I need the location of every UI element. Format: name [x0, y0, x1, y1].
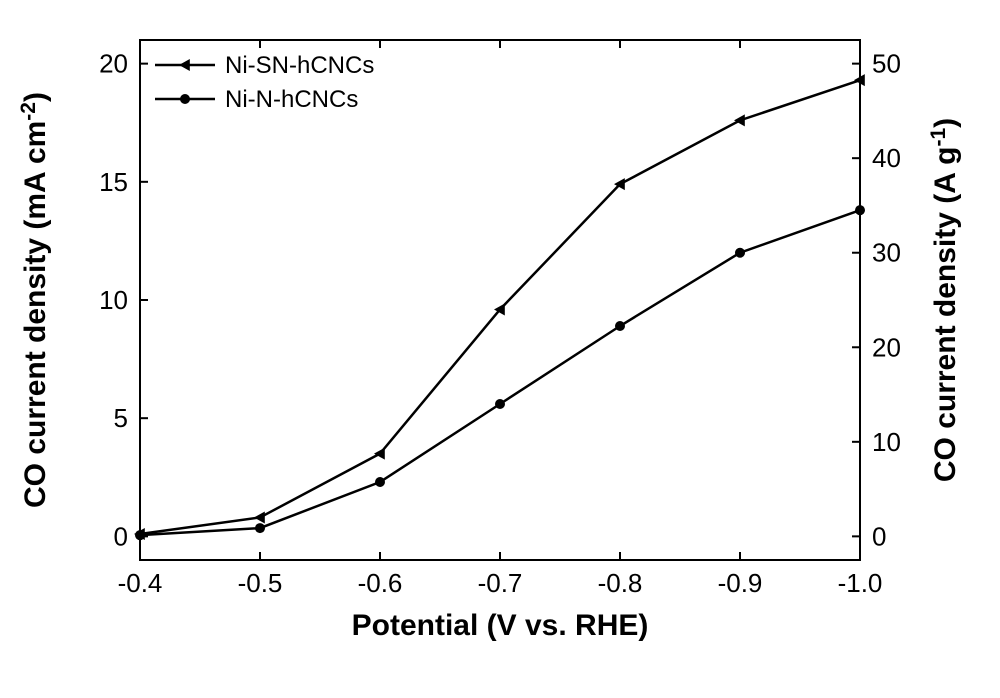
y-left-tick-label: 0 [114, 521, 128, 551]
series-marker-1 [375, 477, 385, 487]
series-marker-1 [255, 523, 265, 533]
series-marker-1 [615, 321, 625, 331]
legend-marker [180, 94, 190, 104]
x-tick-label: -0.7 [478, 568, 523, 598]
legend-label: Ni-N-hCNCs [225, 86, 358, 113]
series-marker-0 [374, 448, 385, 460]
x-axis-label: Potential (V vs. RHE) [352, 609, 649, 642]
svg-text:CO current density (A g-1): CO current density (A g-1) [927, 118, 962, 482]
x-tick-label: -0.5 [238, 568, 283, 598]
y-left-tick-label: 5 [114, 403, 128, 433]
series-marker-0 [254, 511, 265, 523]
series-line-1 [140, 210, 860, 535]
y-left-tick-label: 10 [99, 285, 128, 315]
chart-container: -0.4 -0.5 -0.6 -0.7 -0.8 -0.9 -1.0 Potential (V… [0, 0, 1000, 698]
series-marker-0 [734, 114, 745, 126]
y-left-tick-label: 15 [99, 167, 128, 197]
y-right-tick-label: 10 [872, 427, 901, 457]
series-marker-1 [135, 530, 145, 540]
x-tick-label: -0.4 [118, 568, 163, 598]
y-right-tick-label: 50 [872, 49, 901, 79]
y-right-tick-label: 20 [872, 332, 901, 362]
y-right-tick-label: 0 [872, 521, 886, 551]
y-left-axis-label: CO current density (mA cm-2) [17, 92, 52, 508]
y-right-axis-label: CO current density (A g-1) [927, 118, 962, 482]
series-marker-1 [855, 205, 865, 215]
x-tick-label: -1.0 [838, 568, 883, 598]
chart-svg: -0.4 -0.5 -0.6 -0.7 -0.8 -0.9 -1.0 Potential (V… [0, 0, 1000, 698]
series-marker-1 [735, 248, 745, 258]
series-marker-1 [495, 399, 505, 409]
y-right-tick-label: 40 [872, 143, 901, 173]
plot-border [140, 40, 860, 560]
legend-label: Ni-SN-hCNCs [225, 52, 374, 79]
y-right-tick-label: 30 [872, 238, 901, 268]
legend-marker [179, 59, 190, 71]
x-tick-label: -0.8 [598, 568, 643, 598]
svg-text:CO current density (mA cm-2): CO current density (mA cm-2) [17, 92, 52, 508]
x-tick-label: -0.9 [718, 568, 763, 598]
x-tick-label: -0.6 [358, 568, 403, 598]
y-left-tick-label: 20 [99, 49, 128, 79]
